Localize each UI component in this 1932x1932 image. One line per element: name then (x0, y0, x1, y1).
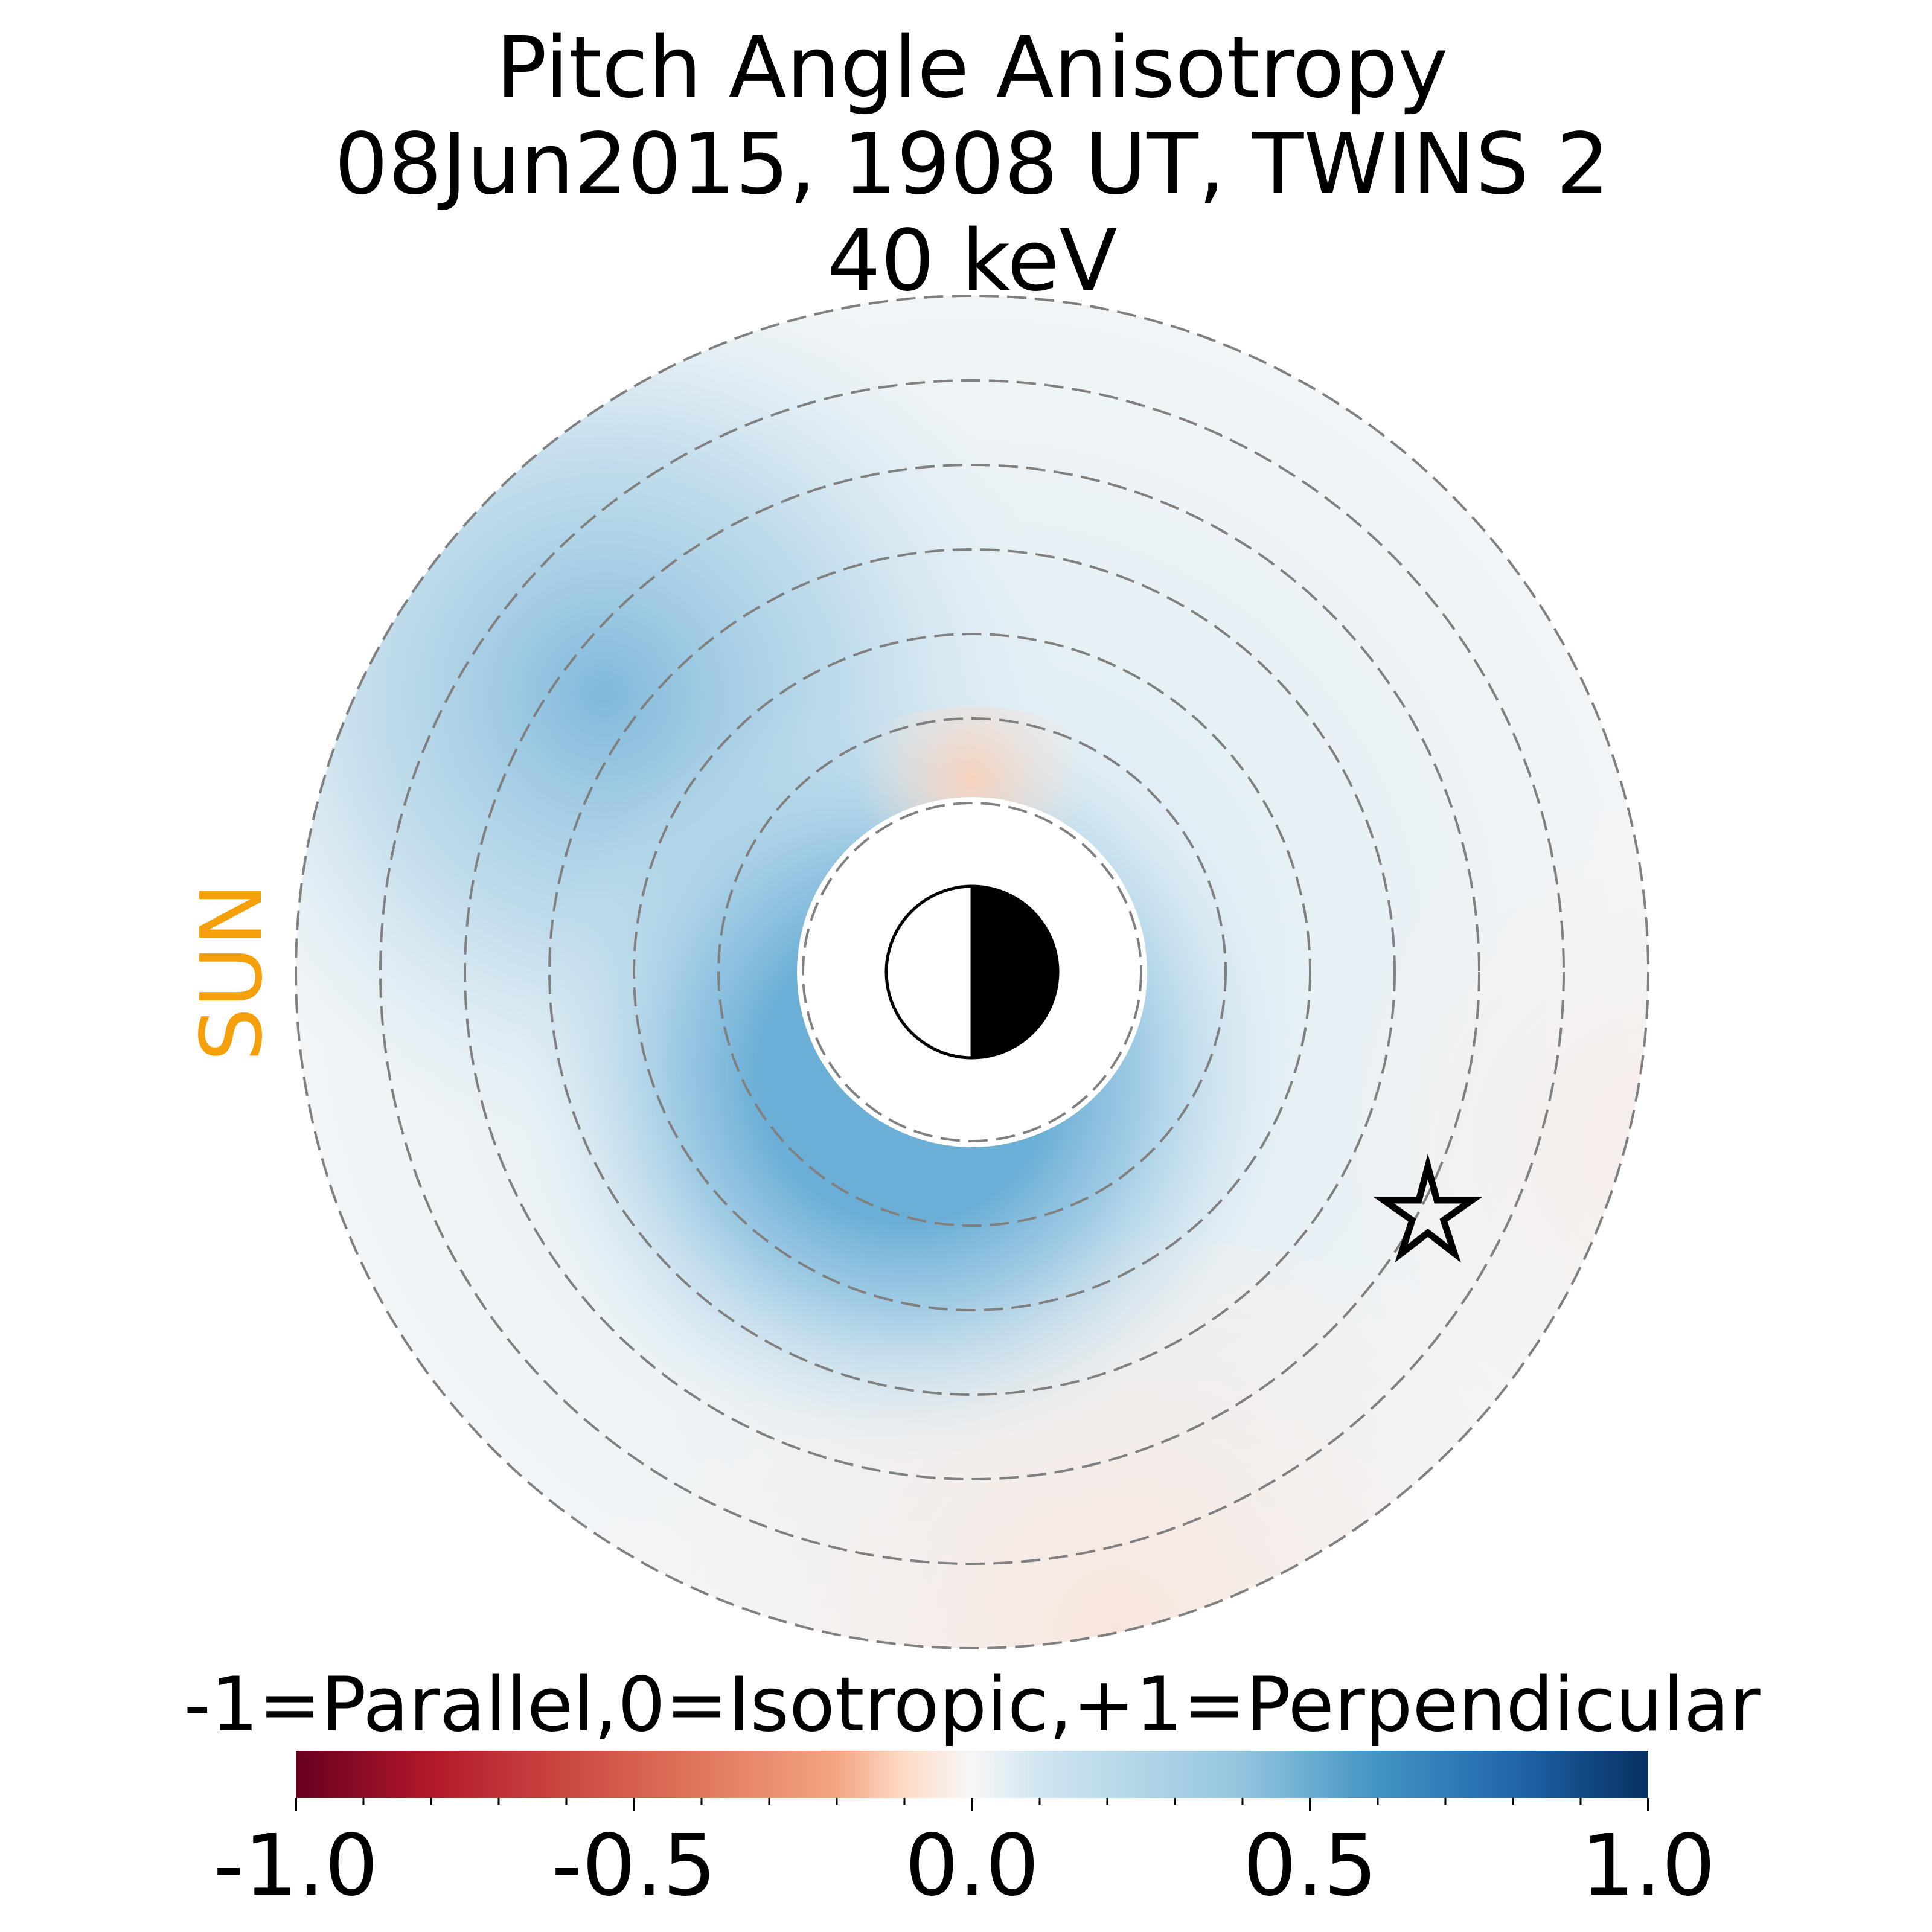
grid-ring-8 (295, 295, 1649, 1649)
colorbar-tick-label: 0.0 (905, 1817, 1040, 1915)
star-icon (1373, 1153, 1483, 1263)
chart-title-line-1: Pitch Angle Anisotropy (496, 19, 1448, 117)
heatmap-east-region (1358, 755, 1648, 1540)
colorbar-label: -1=Parallel,0=Isotropic,+1=Perpendicular (184, 1662, 1760, 1748)
earth-icon (884, 884, 1060, 1060)
colorbar (296, 1751, 1648, 1798)
sun-label: SUN (183, 883, 281, 1061)
heatmap-noon-region (833, 706, 1111, 851)
colorbar-tick-label: -0.5 (551, 1817, 716, 1915)
colorbar-tick-label: -1.0 (213, 1817, 378, 1915)
polar-grid-rings (295, 295, 1649, 1649)
chart-title-line-2: 08Jun2015, 1908 UT, TWINS 2 (334, 115, 1610, 214)
grid-ring-5 (548, 548, 1396, 1396)
chart-title-line-3: 40 keV (827, 212, 1118, 310)
grid-ring-4 (633, 633, 1311, 1311)
grid-ring-6 (464, 464, 1480, 1480)
grid-ring-7 (379, 379, 1565, 1565)
anisotropy-heatmap (296, 296, 1648, 1648)
grid-ring-3 (717, 717, 1227, 1227)
colorbar-ticks: -1.0 -0.5 0.0 0.5 1.0 (213, 1798, 1715, 1915)
colorbar-tick-label: 0.5 (1243, 1817, 1378, 1915)
grid-ring-2 (802, 802, 1142, 1142)
colorbar-tick-label: 1.0 (1581, 1817, 1716, 1915)
